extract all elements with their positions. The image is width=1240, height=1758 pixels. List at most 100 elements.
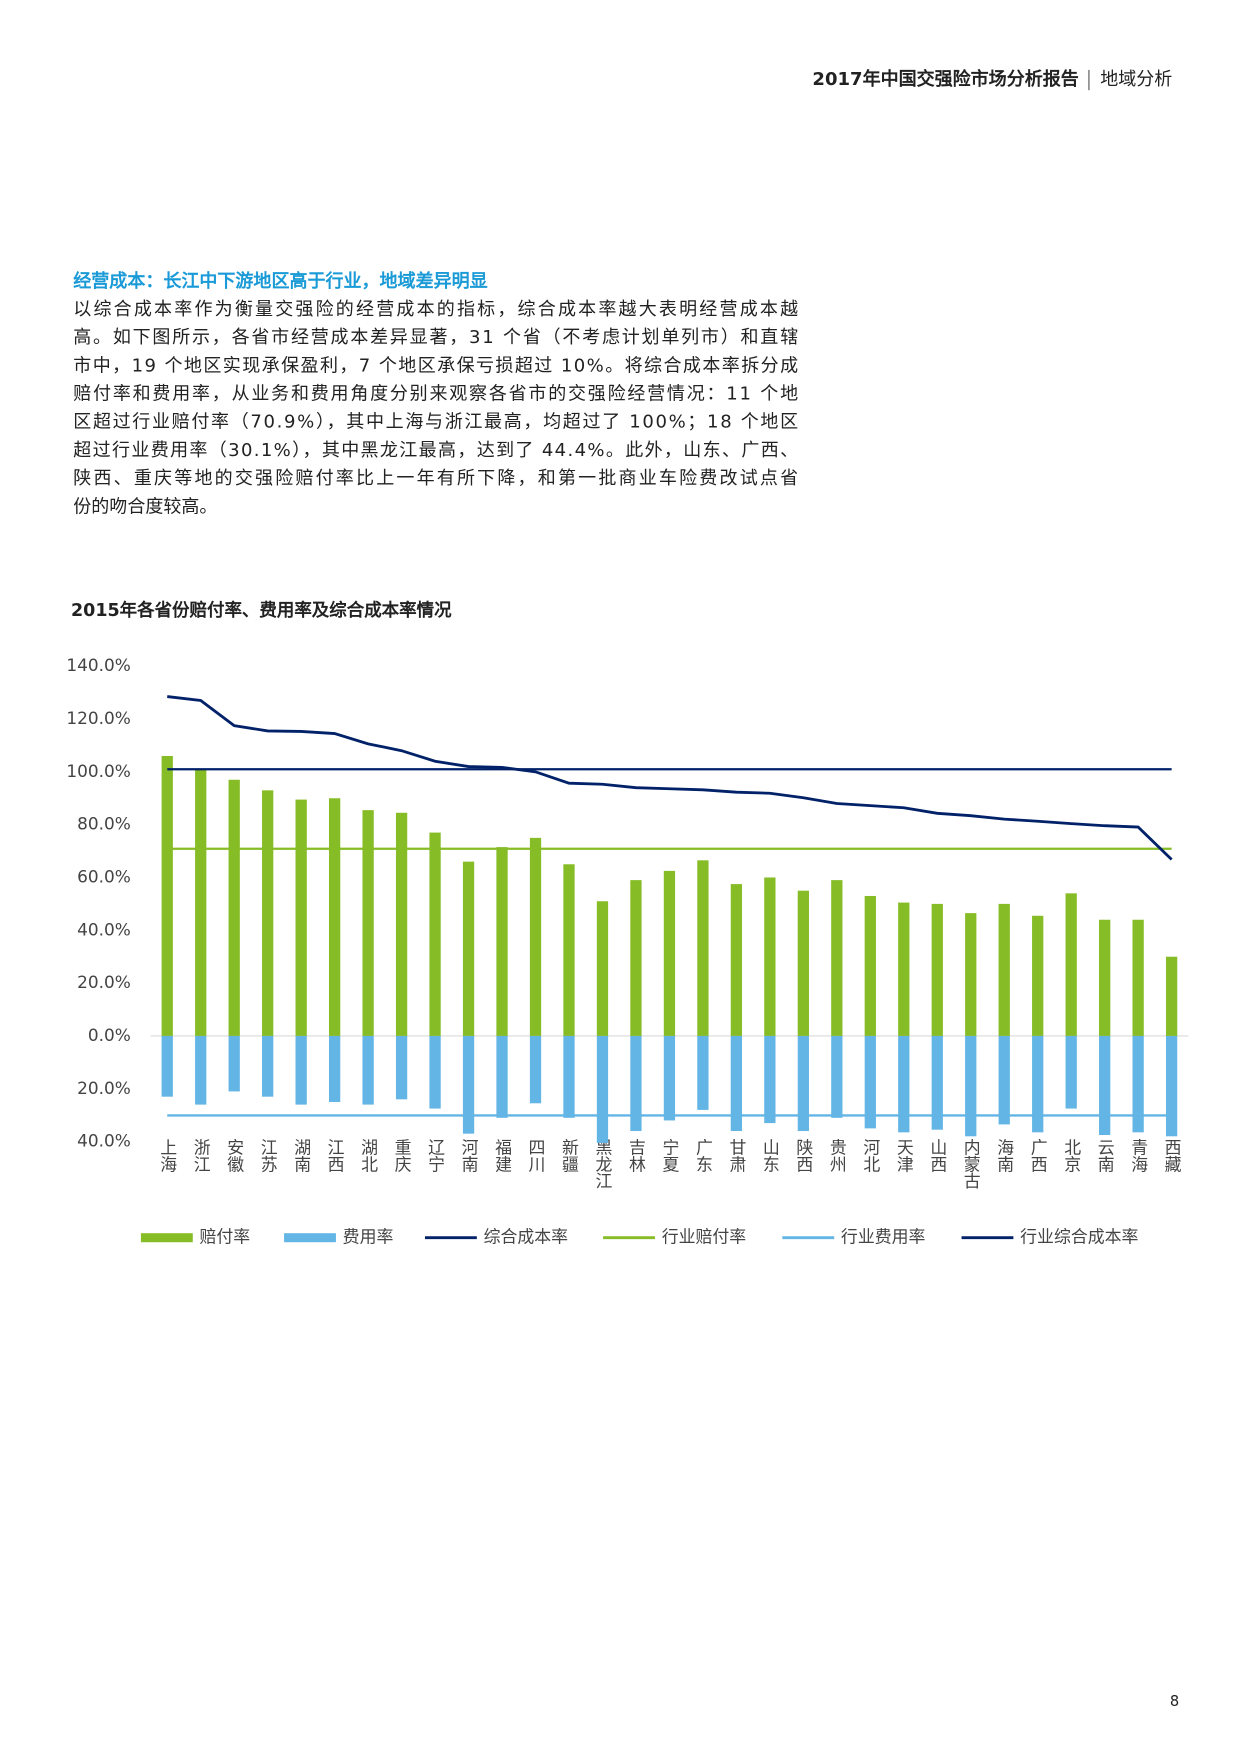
x-tick-label: 福建: [492, 1138, 512, 1172]
bar: [697, 860, 709, 1036]
y-tick-label: 140.0%: [66, 655, 130, 675]
y-tick-label: 40.0%: [77, 1131, 131, 1151]
bar: [496, 1035, 508, 1118]
bar: [931, 1035, 943, 1130]
bar: [195, 1035, 207, 1105]
bar: [797, 1035, 809, 1132]
x-tick-label: 黑龙江: [592, 1138, 612, 1189]
x-tick-label: 湖南: [291, 1138, 311, 1172]
bar: [228, 779, 240, 1036]
x-tick-label: 湖北: [358, 1138, 378, 1172]
bar: [730, 884, 743, 1036]
bar: [563, 1035, 575, 1118]
bar: [362, 810, 374, 1036]
bar: [262, 790, 274, 1036]
bar: [898, 1035, 910, 1133]
bar: [195, 769, 207, 1036]
bar: [529, 1035, 542, 1104]
paragraph-line: 陕西、重庆等地的交强险赔付率比上一年有所下降，和第一批商业车险费改试点省: [73, 468, 798, 489]
x-tick-label: 浙江: [191, 1138, 211, 1172]
bar: [1032, 1035, 1044, 1133]
bar: [730, 1035, 743, 1132]
y-tick-label: 80.0%: [77, 814, 131, 834]
x-tick-label: 天津: [894, 1139, 914, 1173]
paragraph-line: 超过行业费用率（30.1%），其中黑龙江最高，达到了 44.4%。此外，山东、广…: [73, 440, 798, 461]
bar: [998, 1035, 1010, 1125]
x-tick-label: 贵州: [827, 1138, 847, 1172]
x-tick-label: 山东: [760, 1138, 780, 1172]
bar: [864, 1035, 876, 1129]
x-tick-label: 海南: [994, 1138, 1014, 1172]
bar: [931, 903, 943, 1036]
y-tick-label: 120.0%: [66, 708, 130, 728]
x-tick-label: 甘肃: [726, 1138, 746, 1172]
legend-label: 赔付率: [200, 1227, 251, 1247]
bar: [462, 1035, 475, 1134]
x-tick-label: 江西: [325, 1138, 345, 1172]
legend-label: 综合成本率: [484, 1227, 569, 1247]
x-tick-label: 西藏: [1162, 1139, 1182, 1174]
bar: [1032, 915, 1044, 1036]
bar: [429, 1035, 441, 1109]
bar: [831, 1035, 843, 1118]
paragraph-line: 市中，19 个地区实现承保盈利，7 个地区承保亏损超过 10%。将综合成本率拆分…: [73, 355, 798, 376]
legend-label: 行业费用率: [841, 1227, 926, 1247]
bar: [596, 1035, 609, 1143]
bar: [1099, 919, 1111, 1036]
bar: [262, 1035, 274, 1097]
x-tick-label: 河南: [459, 1138, 479, 1172]
bar: [1132, 919, 1144, 1036]
bar: [1132, 1035, 1144, 1133]
paragraph-line: 份的吻合度较高。: [73, 496, 217, 517]
x-tick-label: 青海: [1128, 1138, 1148, 1173]
bar: [395, 1035, 408, 1100]
bar: [395, 812, 408, 1036]
y-tick-label: 60.0%: [77, 866, 131, 886]
bar: [1165, 956, 1178, 1036]
bar: [864, 895, 876, 1036]
x-tick-label: 上海: [157, 1138, 177, 1173]
legend-label: 行业综合成本率: [1020, 1227, 1138, 1247]
bar: [1099, 1035, 1111, 1135]
bar: [831, 880, 843, 1036]
bar: [1065, 1035, 1077, 1109]
legend-swatch: [284, 1233, 336, 1243]
x-tick-label: 宁夏: [659, 1138, 679, 1172]
bar: [329, 798, 341, 1036]
chart: 140.0% 120.0% 100.0% 80.0% 60.0% 40.0% 20.0% 0.…: [66, 655, 1189, 1247]
x-tick-label: 云南: [1095, 1139, 1115, 1173]
paragraph-line: 高。如下图所示，各省市经营成本差异显著，31 个省（不考虑计划单列市）和直辖: [73, 327, 798, 348]
legend-label: 费用率: [343, 1227, 394, 1247]
x-tick-label: 山西: [927, 1138, 947, 1172]
y-tick-label: 100.0%: [66, 761, 130, 781]
x-tick-label: 陕西: [793, 1138, 813, 1172]
bar: [161, 1035, 173, 1097]
bar: [764, 877, 776, 1036]
bar: [965, 1035, 977, 1137]
bar: [797, 890, 809, 1036]
bar: [429, 832, 441, 1036]
x-tick-label: 江苏: [258, 1138, 278, 1173]
legend-label: 行业赔付率: [662, 1227, 747, 1247]
bar: [462, 861, 475, 1036]
x-tick-label: 吉林: [626, 1138, 646, 1172]
bar: [329, 1035, 341, 1102]
bar: [362, 1035, 374, 1105]
bar: [898, 902, 910, 1036]
bar: [663, 1035, 676, 1121]
x-tick-label: 北京: [1061, 1138, 1081, 1173]
bar: [697, 1035, 709, 1110]
bar: [630, 880, 642, 1036]
x-tick-label: 广西: [1028, 1138, 1048, 1172]
y-tick-label: 20.0%: [77, 972, 131, 992]
header-section: 地域分析: [1100, 69, 1172, 90]
x-tick-label: 广东: [693, 1138, 713, 1172]
bar: [965, 913, 977, 1036]
x-tick-label: 新疆: [559, 1138, 579, 1172]
bar: [998, 903, 1010, 1036]
x-tick-label: 河北: [860, 1138, 880, 1172]
bar: [563, 864, 575, 1036]
bar: [596, 901, 609, 1036]
